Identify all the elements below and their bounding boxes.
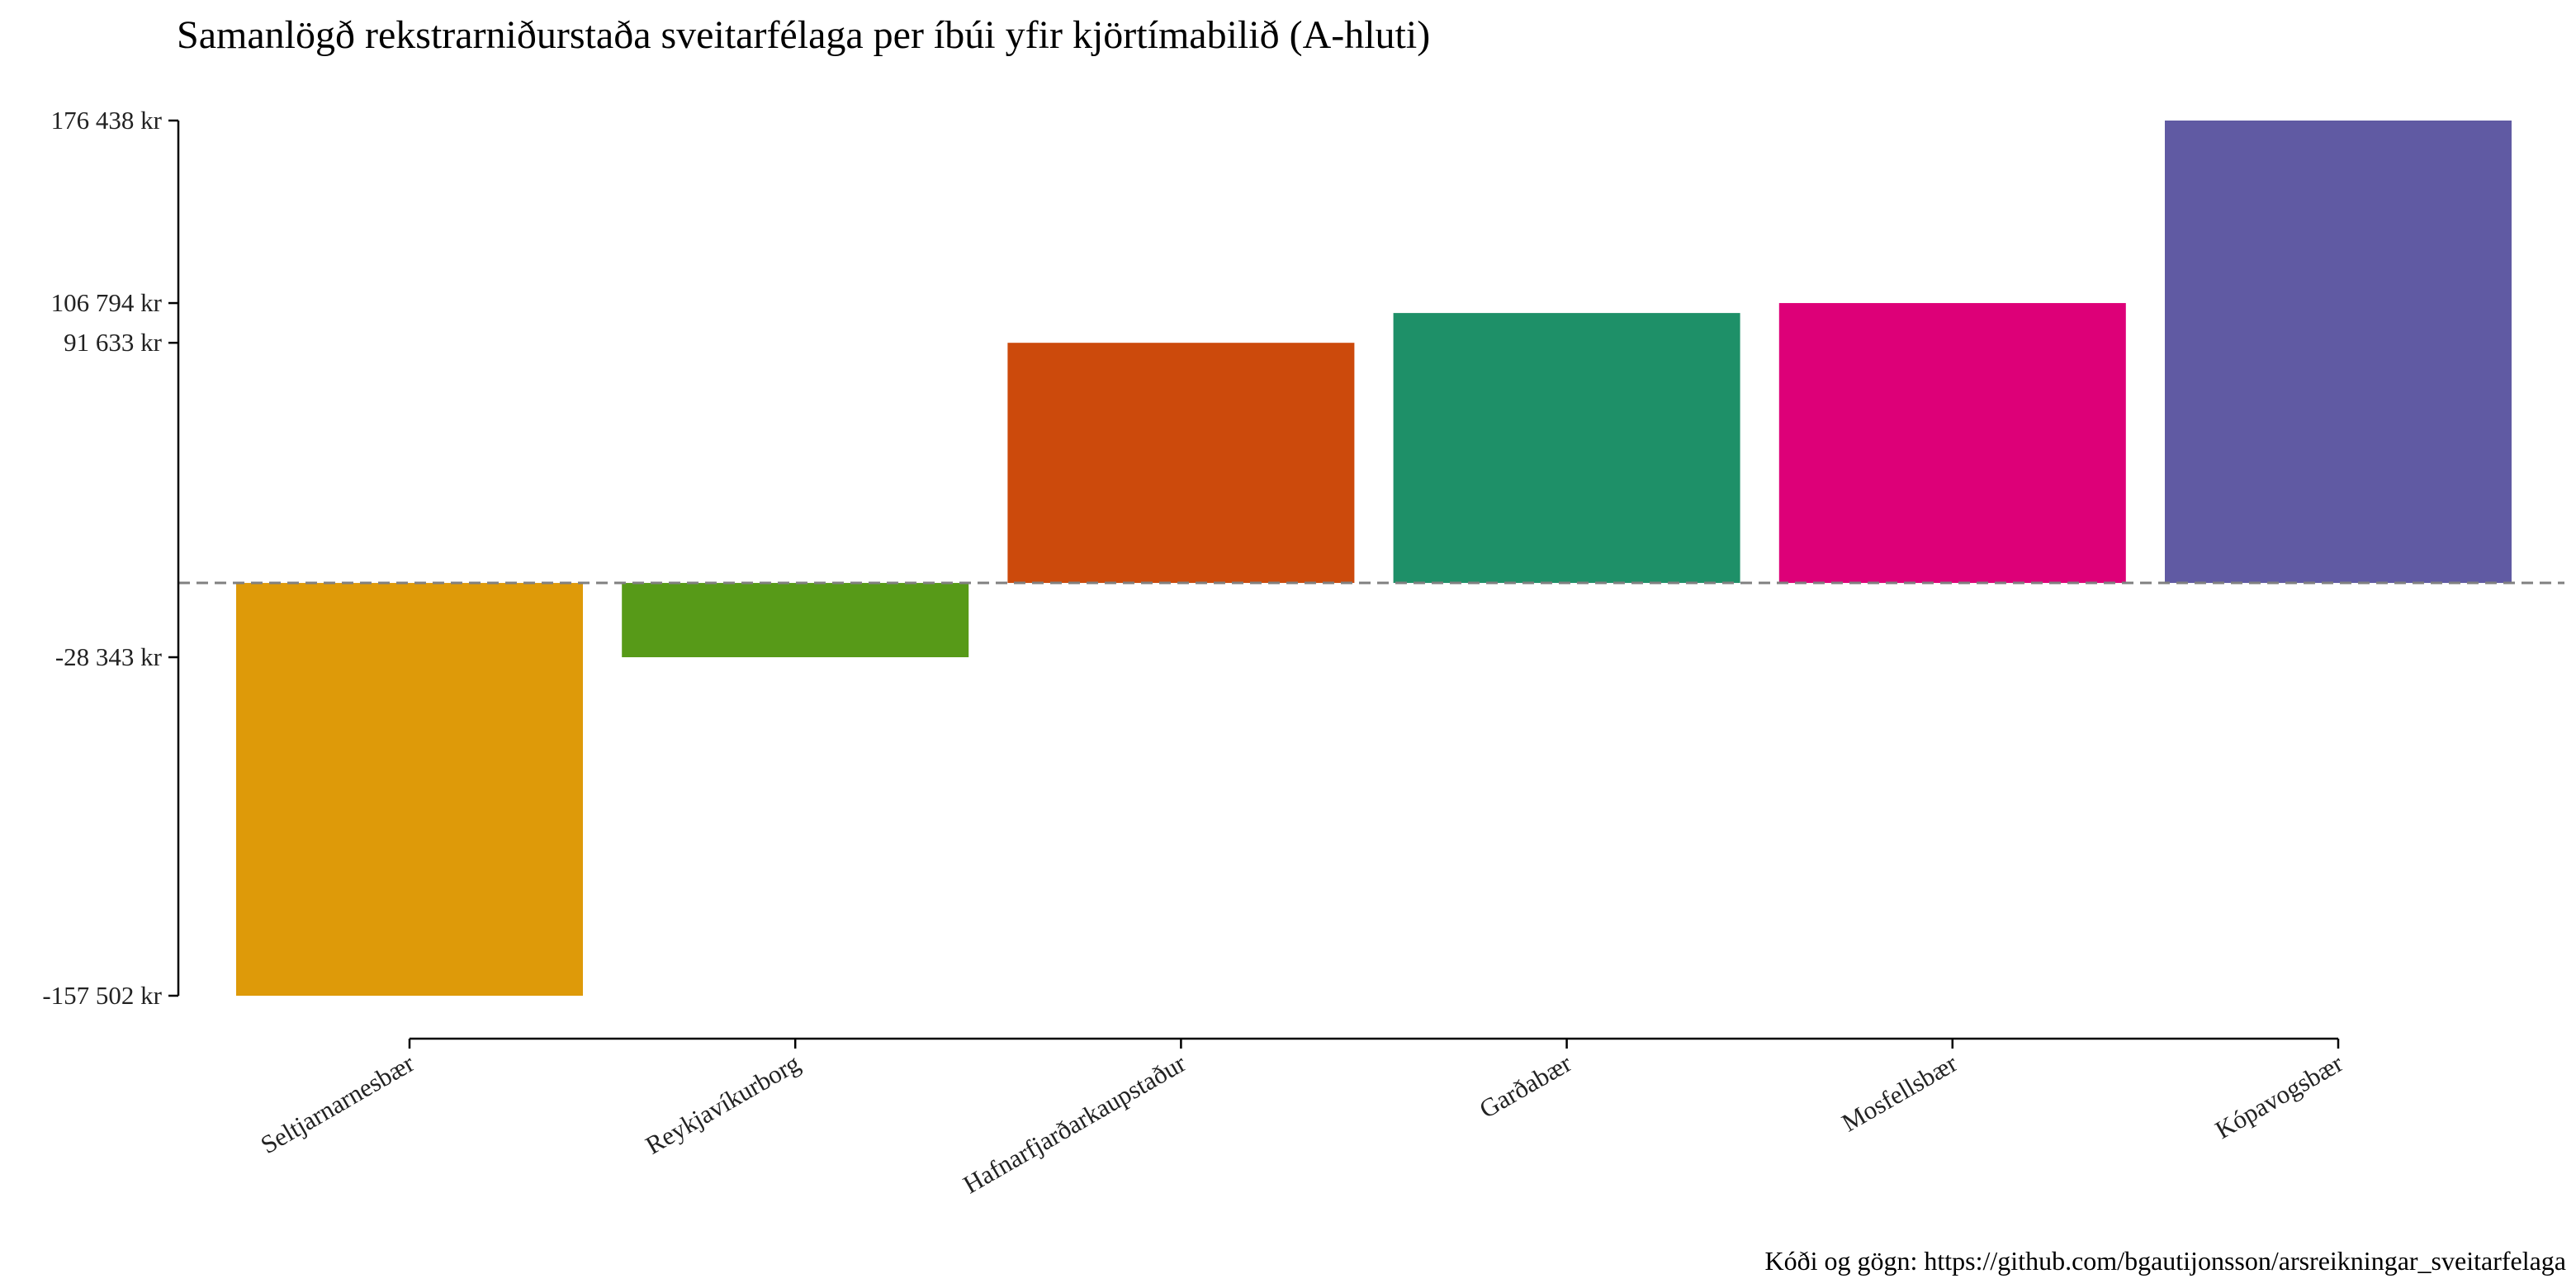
y-tick-label-1: 106 794 kr xyxy=(51,288,163,317)
x-tick-label-3: Garðabær xyxy=(1475,1048,1577,1124)
bar-3 xyxy=(1393,313,1740,584)
y-tick-label-0: 176 438 kr xyxy=(51,106,163,135)
y-tick-label-3: -28 343 kr xyxy=(55,642,163,671)
x-tick-label-1: Reykjavíkurborg xyxy=(641,1049,805,1160)
bar-4 xyxy=(1778,303,2126,584)
bar-0 xyxy=(236,583,583,996)
x-tick-label-2: Hafnarfjarðarkaupstaður xyxy=(959,1048,1191,1199)
x-tick-label-5: Kópavogsbær xyxy=(2210,1048,2348,1144)
x-tick-label-0: Seltjarnarnesbær xyxy=(256,1048,420,1159)
y-axis: 176 438 kr 106 794 kr 91 633 kr -28 343 kr -… xyxy=(42,106,180,1010)
bar-2 xyxy=(1007,343,1355,584)
bar-5 xyxy=(2165,121,2512,584)
x-tick-label-4: Mosfellsbær xyxy=(1837,1048,1963,1137)
x-axis: Seltjarnarnesbær Reykjavíkurborg Hafnarfja… xyxy=(256,1037,2348,1199)
y-tick-label-4: -157 502 kr xyxy=(42,981,162,1010)
bars xyxy=(236,121,2512,996)
chart-title: Samanlögð rekstrarniðurstaða sveitarféla… xyxy=(177,13,1430,57)
y-tick-label-2: 91 633 kr xyxy=(64,328,163,357)
bar-1 xyxy=(622,583,969,658)
chart-caption: Kóði og gögn: https://github.com/bgautij… xyxy=(1765,1246,2567,1276)
